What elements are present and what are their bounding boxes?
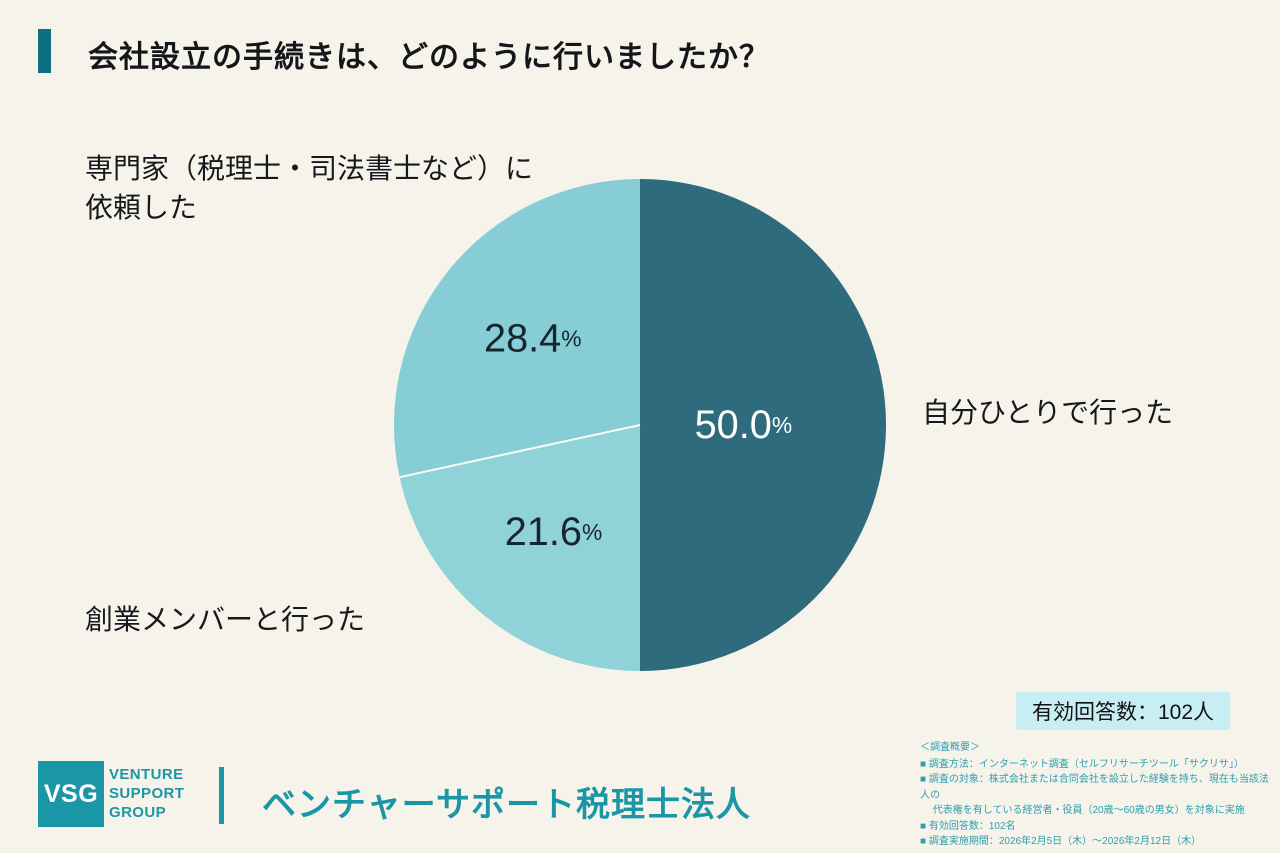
pie-slice [393,178,640,478]
survey-note-line: ■ 調査実施期間：2026年2月5日（木）～2026年2月12日（木） [920,836,1202,847]
footer-divider [219,767,224,824]
label-founding-members: 創業メンバーと行った [85,604,366,635]
pie-slice-percentage: 50.0% [695,403,793,447]
label-professional: 専門家（税理士・司法書士など）に 依頼した [85,149,533,227]
pie-slice [399,425,640,672]
logo-caption: VENTURE SUPPORT GROUP [109,765,184,822]
logo-caption-line: GROUP [109,804,167,822]
survey-note-line: ■ 有効回答数：102名 [920,820,1016,832]
survey-note-line: ■ 調査方法：インターネット調査（セルフリサーチツール「サクリサ」） [920,758,1244,770]
slice-divider-line [399,424,641,479]
page-title: 会社設立の手続きは、どのように行いましたか？ [88,41,770,74]
pie-slice [640,178,887,672]
survey-overview: ＜調査概要＞ ■ 調査方法：インターネット調査（セルフリサーチツール「サクリサ」… [920,740,1276,850]
pie-chart: 50.0% 21.6% 28.4% [393,178,887,672]
logo-caption-line: VENTURE [109,766,184,783]
vsg-logo: VSG [38,761,104,827]
pie-slice-percentage: 21.6% [505,510,602,554]
survey-overview-lines: ■ 調査方法：インターネット調査（セルフリサーチツール「サクリサ」） ■ 調査の対… [920,757,1276,850]
logo-caption-line: SUPPORT [109,785,185,803]
label-professional-line2: 依頼した [85,192,198,224]
survey-note-line: 代表権を有している経営者・役員（20歳～60歳の男女）を対象に実施 [920,805,1245,816]
company-name: ベンチャーサポート税理士法人 [262,786,751,824]
pie-slice-percentage: 28.4% [484,316,582,360]
label-professional-line1: 専門家（税理士・司法書士など）に [85,153,534,184]
valid-responses-badge: 有効回答数：102人 [1016,692,1231,730]
label-by-myself: 自分ひとりで行った [922,397,1174,428]
survey-overview-heading: ＜調査概要＞ [920,742,980,753]
title-accent-bar [38,29,51,73]
survey-note-line: ■ 調査の対象：株式会社または合同会社を設立した経験を持ち、現在も当該法人の [920,774,1269,801]
